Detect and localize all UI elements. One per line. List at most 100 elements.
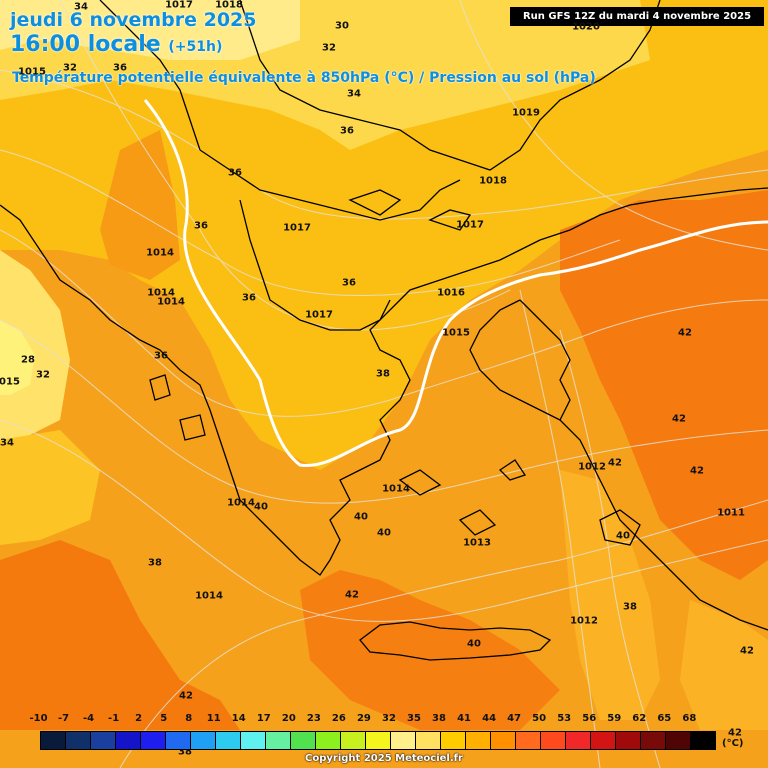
isobar-label: 1016 — [437, 287, 465, 299]
temperature-label: 38 — [376, 368, 390, 380]
scale-swatch — [566, 732, 591, 749]
forecast-date: jeudi 6 novembre 2025 — [10, 9, 257, 31]
scale-swatch — [466, 732, 491, 749]
scale-value: 29 — [356, 713, 371, 724]
scale-value: 56 — [582, 713, 597, 724]
temperature-label: 40 — [377, 527, 391, 539]
temperature-label: 30 — [335, 20, 349, 32]
scale-value: 2 — [135, 713, 143, 724]
scale-value: 50 — [532, 713, 547, 724]
temperature-label: 40 — [616, 530, 630, 542]
isobar-label: 1015 — [442, 327, 470, 339]
scale-value: 38 — [432, 713, 446, 724]
scale-swatch — [616, 732, 641, 749]
temperature-label: 38 — [148, 557, 162, 569]
scale-swatch — [216, 732, 241, 749]
scale-swatch — [166, 732, 191, 749]
temperature-label: 42 — [608, 457, 622, 469]
scale-value: 47 — [507, 713, 522, 724]
temperature-zone-38-southeast — [680, 600, 768, 730]
temperature-label: 34 — [74, 1, 88, 13]
scale-value: 68 — [682, 713, 697, 724]
temperature-label: 36 — [154, 350, 168, 362]
scale-swatch — [191, 732, 216, 749]
forecast-offset: (+51h) — [168, 39, 223, 55]
temperature-label: 38 — [623, 601, 637, 613]
scale-value: 8 — [185, 713, 193, 724]
temperature-label: 36 — [113, 62, 127, 74]
isobar-label: 1012 — [570, 615, 598, 627]
scale-swatch — [516, 732, 541, 749]
run-info: Run GFS 12Z du mardi 4 novembre 2025 — [510, 7, 764, 26]
temperature-label: 42 — [740, 645, 754, 657]
scale-value: 14 — [231, 713, 246, 724]
scale-swatch — [66, 732, 91, 749]
temperature-label: 40 — [467, 638, 481, 650]
scale-swatch — [691, 732, 715, 749]
temperature-label: 32 — [322, 42, 336, 54]
isobar-label: 1015 — [0, 376, 20, 388]
scale-value: 35 — [407, 713, 421, 724]
scale-value: -4 — [83, 713, 95, 724]
temperature-label: 38 — [178, 746, 192, 758]
scale-value: 5 — [160, 713, 168, 724]
temperature-zone-42-east — [560, 190, 768, 580]
temperature-zone-40-west — [100, 130, 180, 280]
scale-value: 23 — [306, 713, 321, 724]
isobar-label: 1017 — [165, 0, 193, 11]
scale-value: 32 — [381, 713, 396, 724]
scale-swatch — [241, 732, 266, 749]
scale-swatch — [641, 732, 666, 749]
isobar-label: 1011 — [717, 507, 745, 519]
scale-swatch — [141, 732, 166, 749]
isobar-label: 1019 — [512, 107, 540, 119]
scale-swatch — [41, 732, 66, 749]
isobar-label: 1014 — [227, 497, 255, 509]
temperature-zone-28 — [0, 320, 35, 395]
scale-value: -7 — [57, 713, 70, 724]
highlighted-isoline — [143, 99, 768, 468]
temperature-label: 32 — [63, 62, 77, 74]
scale-value: -1 — [108, 713, 120, 724]
scale-swatch — [591, 732, 616, 749]
scale-swatch — [341, 732, 366, 749]
temperature-label: 36 — [194, 220, 208, 232]
temperature-zone-38 — [0, 0, 768, 470]
color-scale-bar — [40, 731, 716, 750]
forecast-time: 16:00 locale (+51h) — [10, 32, 222, 57]
temperature-label: 36 — [340, 125, 354, 137]
scale-value: 44 — [482, 713, 497, 724]
scale-value: 26 — [331, 713, 346, 724]
isobar-label: 1013 — [463, 537, 491, 549]
temperature-label: 36 — [342, 277, 356, 289]
scale-value: 20 — [281, 713, 296, 724]
scale-swatch — [441, 732, 466, 749]
temperature-label: 42 — [345, 589, 359, 601]
scale-swatch — [391, 732, 416, 749]
scale-value: 53 — [557, 713, 572, 724]
scale-swatch — [366, 732, 391, 749]
temperature-label: 42 — [690, 465, 704, 477]
isobar-label: 1017 — [305, 309, 333, 321]
temperature-label: 34 — [347, 88, 361, 100]
forecast-hour: 16:00 locale — [10, 32, 161, 57]
scale-value: 11 — [206, 713, 221, 724]
temperature-label: 42 — [728, 727, 742, 739]
isobar-label: 1014 — [382, 483, 410, 495]
temperature-label: 36 — [228, 167, 242, 179]
temperature-zone-42-south — [300, 570, 560, 730]
scale-swatch — [541, 732, 566, 749]
temperature-zone-42-southwest — [0, 540, 240, 730]
isobar-label: 1014 — [147, 287, 175, 299]
isobar-label: 1018 — [479, 175, 507, 187]
scale-value: 59 — [607, 713, 622, 724]
temperature-label: 40 — [354, 511, 368, 523]
coastlines — [0, 0, 768, 661]
scale-swatch — [666, 732, 691, 749]
temperature-zone-32-west — [0, 250, 70, 445]
scale-value: 65 — [657, 713, 672, 724]
isobar-label: 1018 — [215, 0, 243, 11]
temperature-label: 40 — [254, 501, 268, 513]
